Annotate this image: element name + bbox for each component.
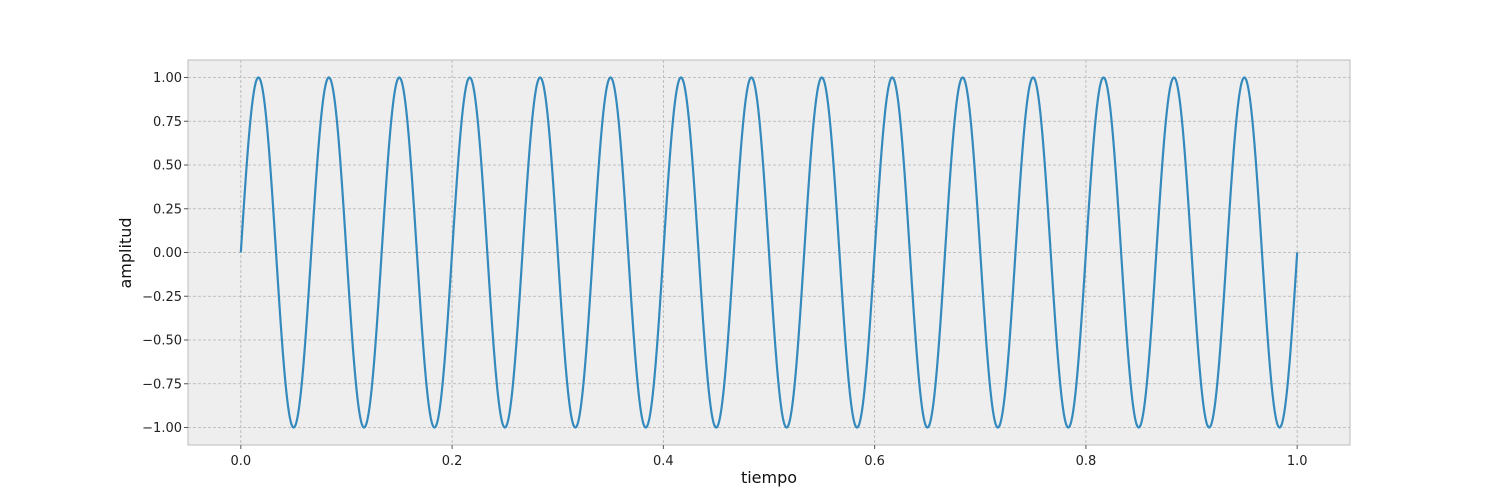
y-axis-label: amplitud	[116, 217, 135, 288]
series-line	[239, 76, 1299, 429]
y-axis: 1.00 0.75 0.50 0.25 0.00 −0.25 −0.50 −0.75 −1.00	[142, 71, 188, 436]
x-tick-label: 0.0	[230, 454, 251, 469]
y-tick-label: 0.50	[153, 159, 182, 174]
y-tick-label: 1.00	[153, 71, 182, 86]
y-tick-label: −1.00	[142, 421, 182, 436]
y-tick-label: 0.00	[153, 246, 182, 261]
y-tick-label: 0.25	[153, 202, 182, 217]
x-axis: 0.0 0.2 0.4 0.6 0.8 1.0	[230, 445, 1308, 469]
x-tick-label: 0.6	[864, 454, 885, 469]
y-tick-label: 0.75	[153, 115, 182, 130]
y-tick-label: −0.25	[142, 290, 182, 305]
x-tick-label: 0.8	[1076, 454, 1097, 469]
x-tick-label: 1.0	[1287, 454, 1308, 469]
x-tick-label: 0.2	[442, 454, 463, 469]
y-tick-label: −0.75	[142, 377, 182, 392]
y-tick-label: −0.50	[142, 334, 182, 349]
x-axis-label: tiempo	[741, 468, 797, 487]
series-layer	[239, 76, 1299, 429]
x-tick-label: 0.4	[653, 454, 674, 469]
